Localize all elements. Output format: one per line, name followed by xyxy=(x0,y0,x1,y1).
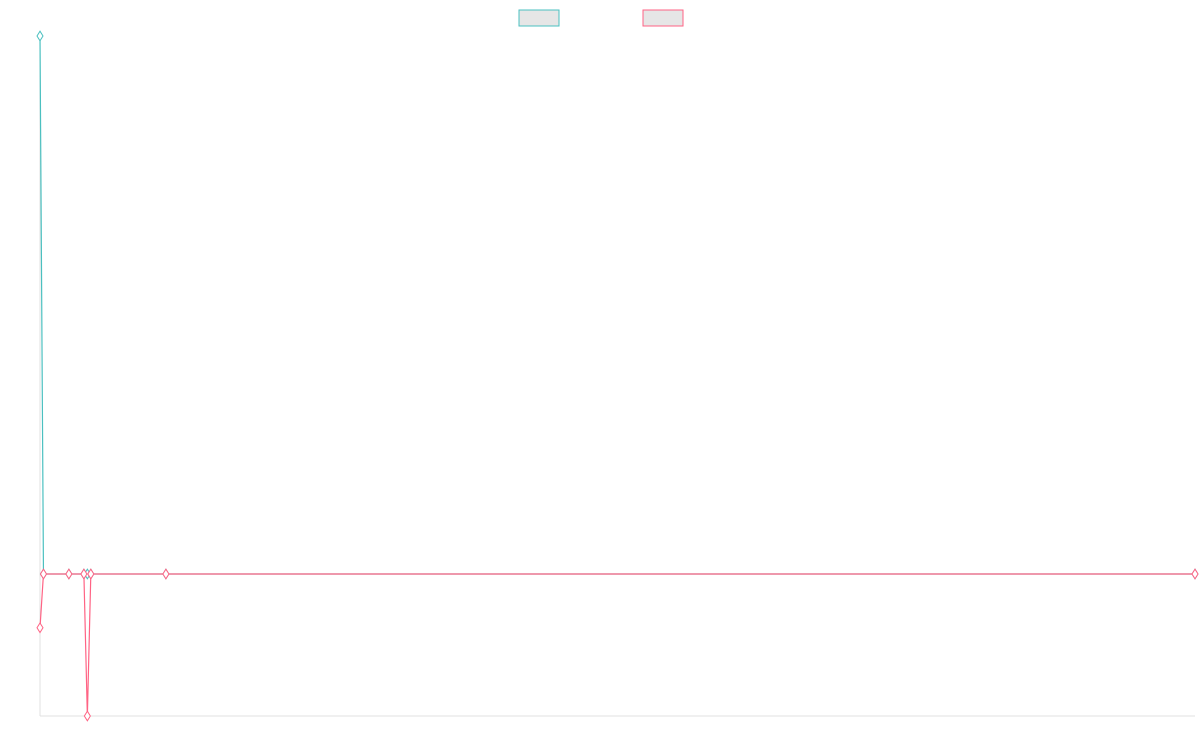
point-marker xyxy=(36,622,44,634)
point-marker xyxy=(83,710,91,722)
point-marker xyxy=(1191,568,1199,580)
point-marker xyxy=(39,568,48,580)
point-marker xyxy=(65,568,73,580)
point-marker xyxy=(87,568,95,580)
legend-swatch xyxy=(518,9,560,27)
point-marker xyxy=(36,30,44,42)
series-line xyxy=(39,35,1195,575)
series-line xyxy=(39,573,1195,717)
point-marker xyxy=(80,568,88,580)
legend-swatch xyxy=(642,9,684,27)
point-marker xyxy=(162,568,170,580)
